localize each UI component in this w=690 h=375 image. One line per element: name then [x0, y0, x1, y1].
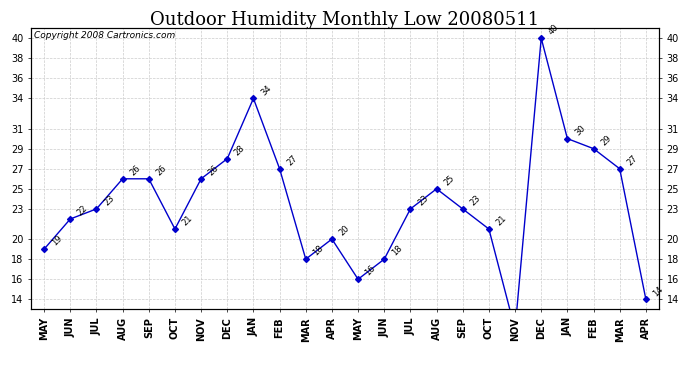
- Text: 23: 23: [102, 194, 116, 207]
- Text: 26: 26: [207, 164, 221, 177]
- Text: 18: 18: [390, 244, 404, 258]
- Text: 30: 30: [573, 123, 586, 137]
- Text: 22: 22: [76, 204, 90, 218]
- Text: 21: 21: [181, 214, 195, 228]
- Text: 16: 16: [364, 264, 377, 278]
- Text: 23: 23: [469, 194, 482, 207]
- Text: 28: 28: [233, 144, 247, 158]
- Text: 25: 25: [442, 174, 456, 188]
- Text: 21: 21: [495, 214, 509, 228]
- Text: 29: 29: [599, 134, 613, 147]
- Text: Copyright 2008 Cartronics.com: Copyright 2008 Cartronics.com: [34, 31, 175, 40]
- Text: 40: 40: [546, 23, 560, 37]
- Text: 14: 14: [651, 284, 665, 298]
- Text: 34: 34: [259, 83, 273, 97]
- Text: 11: 11: [0, 374, 1, 375]
- Text: Outdoor Humidity Monthly Low 20080511: Outdoor Humidity Monthly Low 20080511: [150, 11, 540, 29]
- Text: 18: 18: [311, 244, 325, 258]
- Text: 19: 19: [50, 234, 63, 248]
- Text: 23: 23: [416, 194, 430, 207]
- Text: 27: 27: [285, 153, 299, 167]
- Text: 26: 26: [155, 164, 168, 177]
- Text: 27: 27: [625, 153, 639, 167]
- Text: 26: 26: [128, 164, 142, 177]
- Text: 20: 20: [337, 224, 351, 238]
